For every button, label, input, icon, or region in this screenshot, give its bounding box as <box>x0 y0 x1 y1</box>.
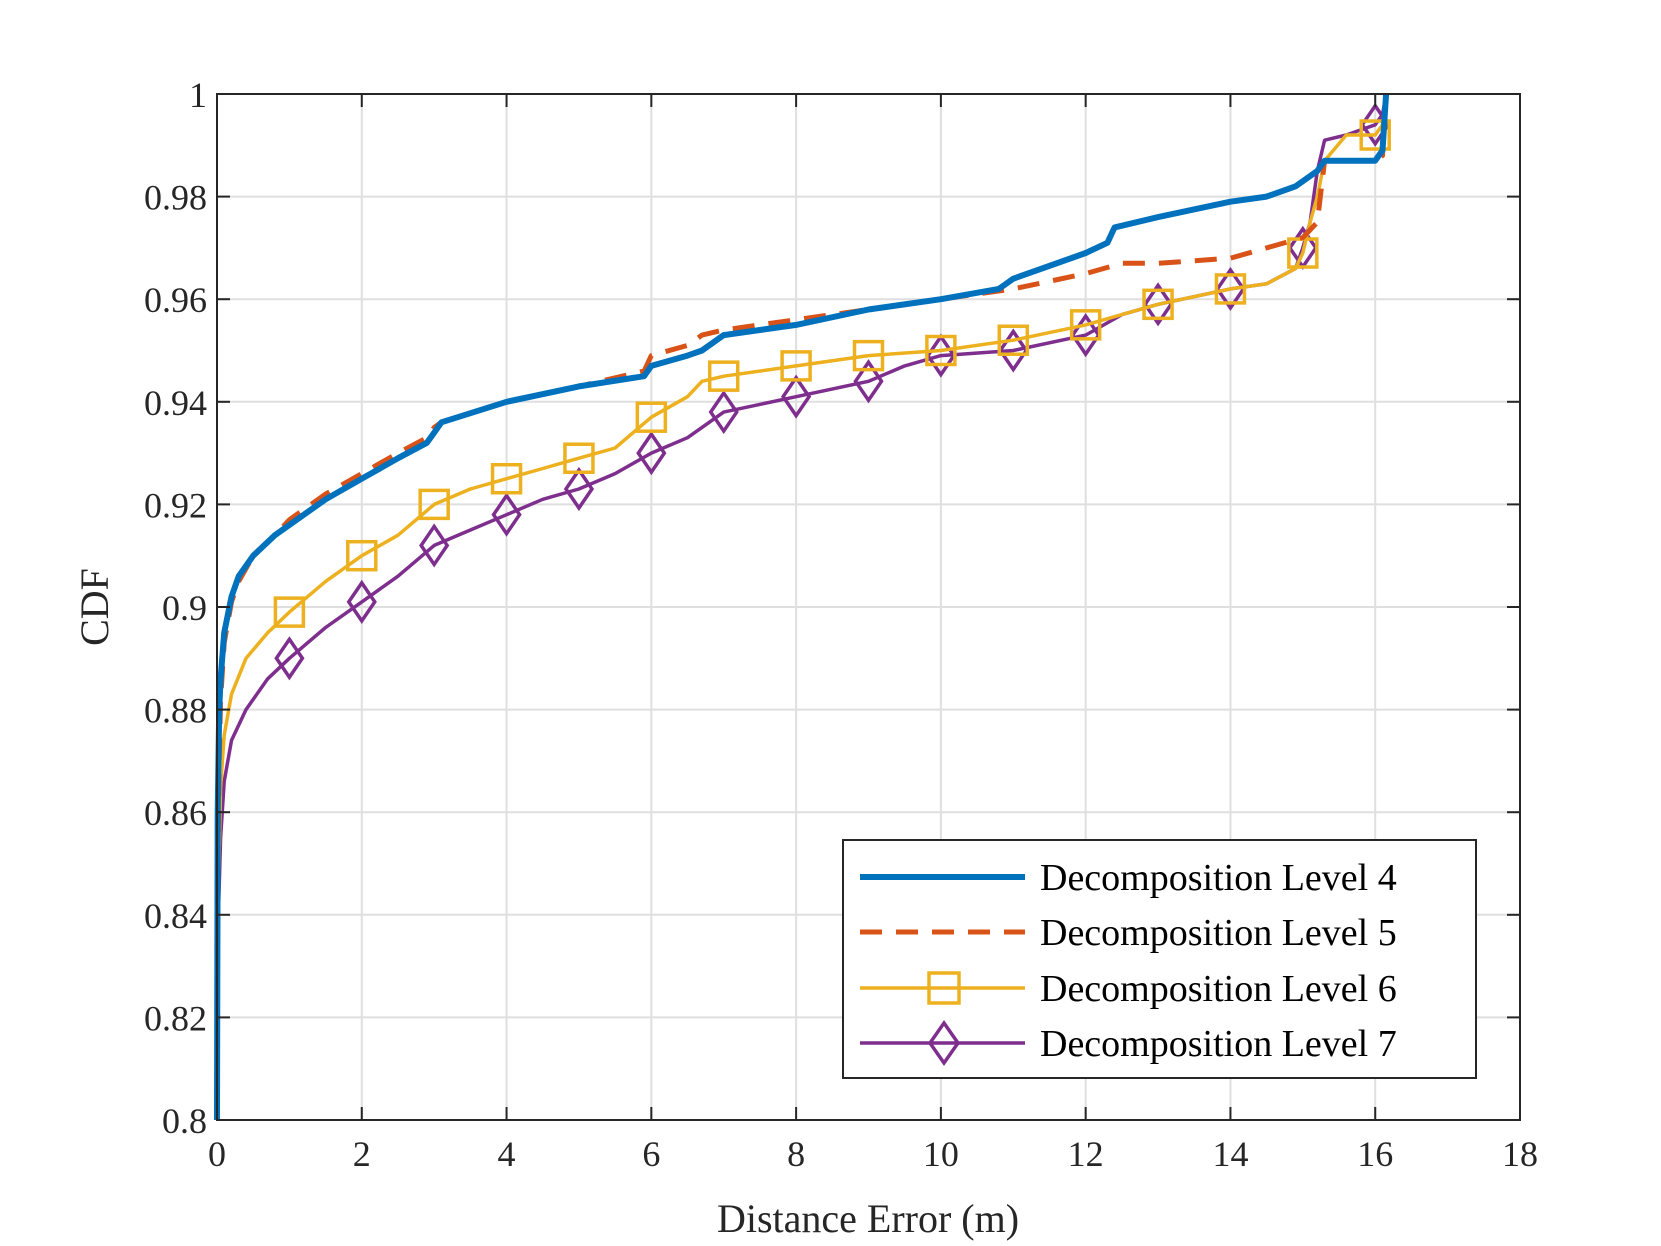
diamond-marker <box>998 328 1029 373</box>
square-marker <box>1359 119 1391 151</box>
square-marker <box>1069 309 1102 341</box>
diamond-marker <box>563 466 595 512</box>
square-marker <box>780 350 812 382</box>
diamond-marker <box>708 389 739 435</box>
diamond-marker <box>1142 282 1174 327</box>
legend: Decomposition Level 4 Decomposition Leve… <box>842 839 1477 1079</box>
square-marker <box>852 339 885 372</box>
diamond-marker <box>1070 313 1101 358</box>
series-layer <box>214 93 1391 1121</box>
legend-square-marker <box>927 971 961 1005</box>
square-marker <box>1214 273 1247 305</box>
y-tick-labels: 0.8 0.82 0.84 0.86 0.88 0.9 0.92 0.94 0.96 0.98 1 <box>144 75 207 1141</box>
square-marker <box>273 596 306 628</box>
x-tick-label: 12 <box>1068 1134 1104 1174</box>
diamond-marker <box>274 636 305 681</box>
legend-label-level-6: Decomposition Level 6 <box>1040 968 1397 1010</box>
y-tick-label: 0.84 <box>144 896 207 936</box>
x-tick-label: 2 <box>353 1134 371 1174</box>
y-tick-label: 0.9 <box>162 588 207 628</box>
y-tick-label: 0.86 <box>144 793 207 833</box>
y-tick-label: 0.94 <box>144 383 207 423</box>
x-axis-title: Distance Error (m) <box>717 1196 1019 1241</box>
y-tick-label: 0.92 <box>144 485 207 525</box>
x-tick-label: 0 <box>208 1134 226 1174</box>
y-tick-label: 0.98 <box>144 178 207 218</box>
square-marker <box>997 324 1030 356</box>
legend-entry-level-6: Decomposition Level 6 <box>860 968 1397 1010</box>
y-tick-label: 0.8 <box>162 1101 207 1141</box>
tick-marks <box>216 93 1521 1121</box>
x-tick-labels: 0 2 4 6 8 10 12 14 16 18 <box>208 1134 1538 1174</box>
x-tick-label: 16 <box>1357 1134 1393 1174</box>
y-tick-label: 0.96 <box>144 280 207 320</box>
x-tick-label: 6 <box>642 1134 660 1174</box>
x-tick-label: 14 <box>1212 1134 1248 1174</box>
series-line-level-4 <box>214 93 1390 1121</box>
diamond-marker <box>780 374 812 419</box>
square-marker <box>707 360 740 392</box>
diamond-marker <box>346 579 377 624</box>
square-marker <box>346 539 378 572</box>
x-tick-label: 8 <box>787 1134 805 1174</box>
square-marker <box>490 463 523 495</box>
legend-entry-level-5: Decomposition Level 5 <box>860 912 1397 954</box>
y-tick-label: 0.82 <box>144 998 207 1038</box>
series-level-4 <box>214 93 1390 1121</box>
legend-label-level-5: Decomposition Level 5 <box>1040 912 1397 954</box>
legend-entry-level-4: Decomposition Level 4 <box>860 857 1397 899</box>
diamond-marker <box>636 431 667 476</box>
y-tick-label: 1 <box>189 75 207 115</box>
legend-diamond-marker <box>927 1019 961 1067</box>
square-marker <box>563 442 595 474</box>
square-marker <box>1142 288 1174 321</box>
diamond-marker <box>419 523 450 568</box>
y-axis-title: CDF <box>72 568 117 646</box>
legend-label-level-7: Decomposition Level 7 <box>1040 1023 1397 1065</box>
x-tick-label: 18 <box>1502 1134 1538 1174</box>
diamond-marker <box>853 359 884 404</box>
square-marker <box>925 334 957 367</box>
square-marker <box>635 401 668 433</box>
y-tick-label: 0.88 <box>144 691 207 731</box>
x-tick-label: 4 <box>498 1134 516 1174</box>
diamond-marker <box>1215 266 1246 312</box>
square-marker <box>418 488 450 521</box>
legend-label-level-4: Decomposition Level 4 <box>1040 857 1397 899</box>
x-tick-label: 10 <box>923 1134 959 1174</box>
diamond-marker <box>491 492 522 537</box>
legend-entry-level-7: Decomposition Level 7 <box>860 1019 1397 1067</box>
